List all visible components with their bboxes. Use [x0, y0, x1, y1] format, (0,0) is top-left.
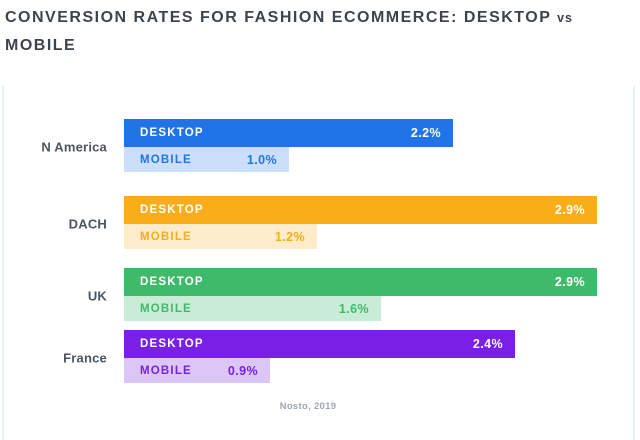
category-label: France	[63, 350, 107, 366]
bar-group-dach: DACH DESKTOP 2.9% MOBILE 1.2%	[69, 196, 597, 249]
value-label-mobile: 1.2%	[274, 229, 305, 244]
right-edge-line	[633, 86, 635, 440]
series-label-desktop: DESKTOP	[140, 204, 204, 216]
desktop-bar: DESKTOP 2.2%	[124, 119, 453, 147]
series-label-mobile: MOBILE	[140, 364, 192, 377]
desktop-bar: DESKTOP 2.9%	[124, 196, 597, 224]
series-label-desktop: DESKTOP	[140, 127, 204, 139]
bar-group-n-america: N America DESKTOP 2.2% MOBILE 1.0%	[41, 119, 597, 172]
category-label: N America	[41, 139, 107, 155]
chart-title-vs: vs	[557, 11, 573, 25]
value-label-desktop: 2.9%	[554, 203, 585, 217]
mobile-bar: MOBILE 0.9%	[124, 358, 270, 383]
category-label: UK	[87, 288, 107, 304]
chart-title-line2: MOBILE	[5, 37, 77, 54]
desktop-bar: DESKTOP 2.9%	[124, 268, 597, 296]
chart-title: CONVERSION RATES FOR FASHION ECOMMERCE: …	[5, 4, 633, 59]
mobile-bar: MOBILE 1.0%	[124, 147, 289, 172]
bar-group-uk: UK DESKTOP 2.9% MOBILE 1.6%	[88, 268, 597, 321]
desktop-bar: DESKTOP 2.4%	[124, 330, 515, 358]
bar-group-france: France DESKTOP 2.4% MOBILE 0.9%	[63, 330, 597, 383]
value-label-desktop: 2.9%	[554, 275, 585, 289]
value-label-mobile: 1.0%	[246, 152, 277, 167]
left-edge-line	[2, 86, 4, 440]
chart-title-main: CONVERSION RATES FOR FASHION ECOMMERCE: …	[5, 9, 552, 26]
series-label-desktop: DESKTOP	[140, 276, 204, 288]
series-label-mobile: MOBILE	[140, 153, 192, 166]
category-label: DACH	[68, 216, 107, 232]
series-label-desktop: DESKTOP	[140, 338, 204, 350]
mobile-bar: MOBILE 1.2%	[124, 224, 317, 249]
bar-chart: N America DESKTOP 2.2% MOBILE 1.0% DACH …	[41, 119, 597, 383]
series-label-mobile: MOBILE	[140, 302, 192, 315]
value-label-desktop: 2.2%	[410, 126, 441, 140]
value-label-mobile: 0.9%	[227, 363, 258, 378]
value-label-desktop: 2.4%	[472, 337, 503, 351]
mobile-bar: MOBILE 1.6%	[124, 296, 381, 321]
value-label-mobile: 1.6%	[338, 301, 369, 316]
series-label-mobile: MOBILE	[140, 230, 192, 243]
source-attribution: Nosto, 2019	[279, 401, 337, 412]
